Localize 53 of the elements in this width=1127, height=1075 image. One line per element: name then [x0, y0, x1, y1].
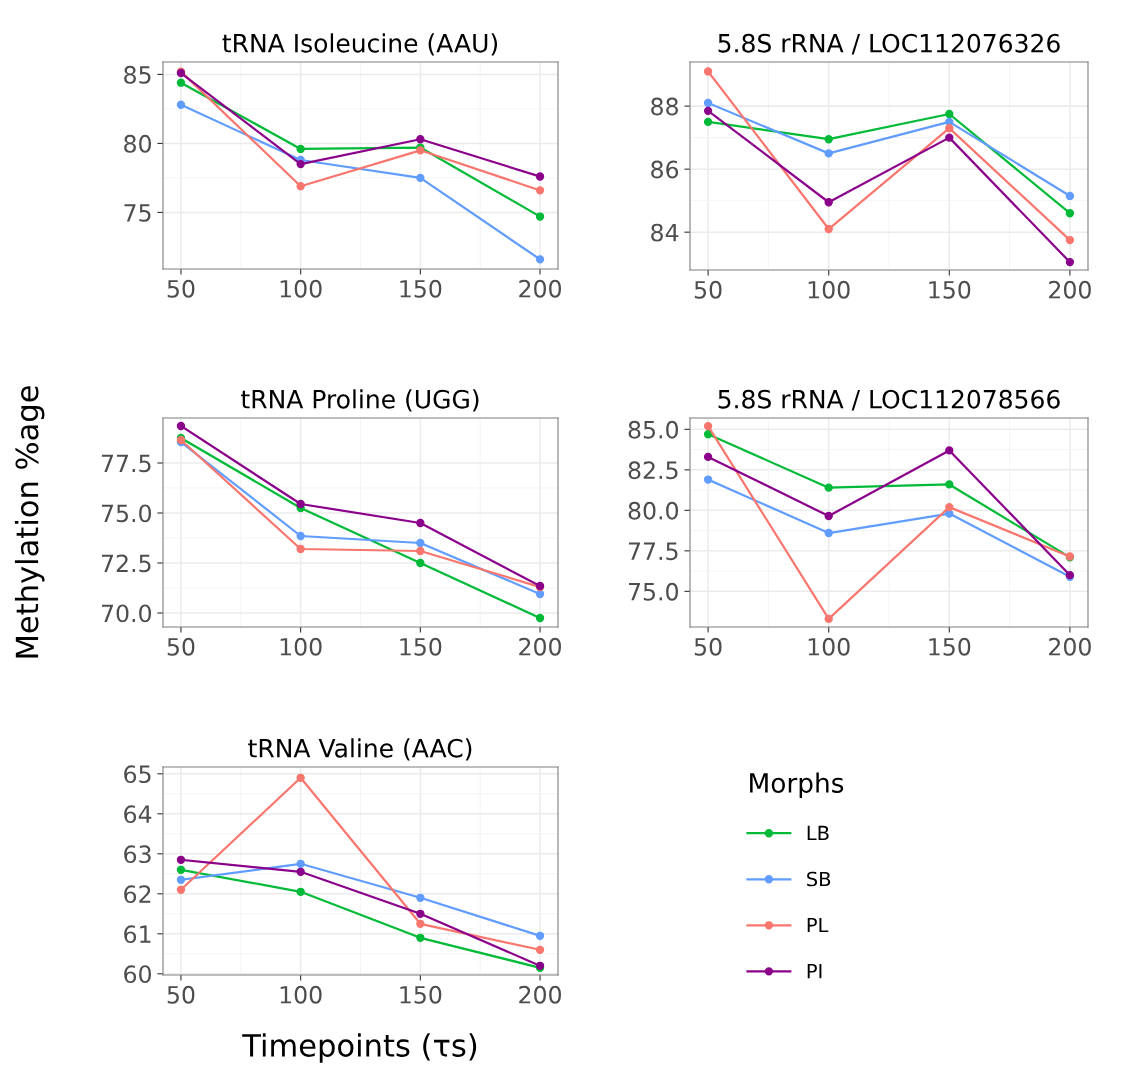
y-tick-label: 65 [124, 765, 151, 784]
x-tick-label: 50 [694, 637, 722, 656]
y-tick-label: 75.0 [628, 582, 679, 601]
y-tick-label: 84 [651, 223, 679, 242]
chart-title: 5.8S rRNA / LOC112078566 [718, 389, 1060, 411]
chart-title: tRNA Proline (UGG) [241, 389, 479, 412]
x-tick-label: 50 [694, 280, 722, 299]
y-tick-label: 72.5 [101, 554, 151, 573]
chart-title: 5.8S rRNA / LOC112076326 [718, 33, 1060, 55]
x-tick-label: 200 [1049, 280, 1091, 299]
x-tick-label: 50 [167, 985, 195, 1004]
legend-label: PL [807, 917, 829, 933]
y-tick-label: 85.0 [628, 420, 679, 439]
x-tick-label: 200 [519, 279, 562, 298]
y-tick-label: 70.0 [101, 604, 152, 623]
y-tick-label: 75 [124, 204, 151, 222]
legend-label: SB [807, 871, 831, 887]
x-tick-label: 100 [808, 280, 850, 299]
y-tick-label: 63 [124, 845, 151, 864]
x-tick-label: 100 [808, 637, 850, 656]
x-tick-label: 200 [519, 637, 562, 656]
y-tick-label: 80.0 [628, 501, 679, 520]
x-tick-label: 200 [519, 985, 562, 1004]
y-tick-label: 77.5 [101, 454, 151, 473]
y-tick-label: 85 [124, 65, 151, 84]
x-tick-label: 150 [929, 280, 971, 299]
x-tick-label: 200 [1049, 637, 1091, 656]
y-tick-label: 88 [651, 97, 678, 116]
legend-label: PI [807, 963, 822, 979]
x-tick-label: 150 [929, 637, 971, 656]
y-tick-label: 64 [124, 805, 152, 824]
x-tick-label: 50 [167, 279, 195, 298]
y-tick-label: 62 [124, 885, 151, 904]
x-tick-label: 100 [280, 985, 322, 1004]
y-tick-label: 80 [124, 134, 152, 153]
y-axis-title: Methylation %age [14, 386, 45, 658]
x-tick-label: 150 [400, 985, 442, 1004]
y-tick-label: 60 [124, 965, 152, 984]
y-tick-label: 61 [124, 925, 151, 944]
x-tick-label: 100 [280, 279, 322, 298]
chart-title: tRNA Isoleucine (AAU) [222, 33, 498, 56]
x-tick-label: 50 [167, 637, 195, 656]
y-tick-label: 75.0 [101, 504, 152, 523]
x-tick-label: 150 [400, 279, 442, 298]
x-axis-title: Timepoints (τs) [242, 1033, 477, 1063]
x-tick-label: 150 [400, 637, 442, 656]
legend-label: LB [807, 825, 829, 841]
y-tick-label: 86 [651, 160, 679, 179]
y-tick-label: 77.5 [628, 542, 678, 561]
chart-title: tRNA Valine (AAC) [248, 738, 472, 761]
y-tick-label: 82.5 [628, 461, 678, 480]
legend-title: Morphs [750, 772, 844, 799]
x-tick-label: 100 [280, 637, 322, 656]
